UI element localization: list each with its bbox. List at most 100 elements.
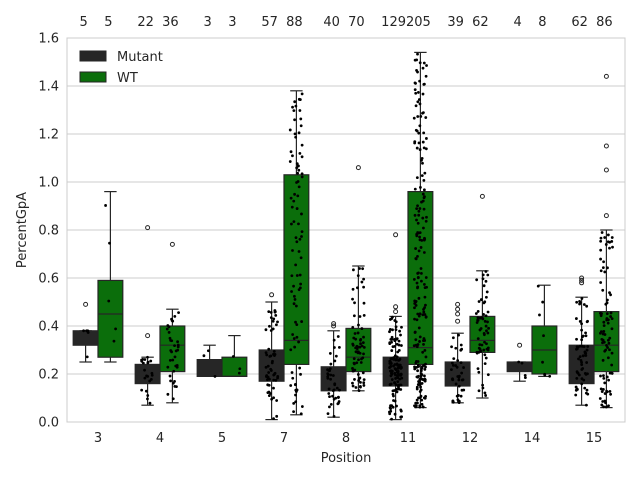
data-point-wt-7 — [291, 376, 295, 380]
data-point-wt-7 — [300, 212, 303, 216]
data-point-mutant-15 — [580, 344, 584, 348]
data-point-wt-11 — [423, 349, 427, 352]
data-point-wt-11 — [416, 272, 420, 275]
data-point-wt-11 — [422, 131, 426, 135]
data-point-wt-11 — [416, 285, 420, 289]
data-point-wt-11 — [425, 215, 428, 219]
flier-wt-15 — [603, 167, 609, 173]
data-point-wt-11 — [425, 64, 428, 67]
data-point-wt-7 — [290, 371, 294, 374]
data-point-wt-7 — [295, 162, 299, 166]
data-point-mutant-12 — [460, 371, 464, 375]
data-point-mutant-11 — [396, 366, 400, 370]
flier-mutant-14 — [517, 342, 523, 348]
legend-swatch-wt — [79, 71, 107, 83]
data-point-wt-11 — [419, 388, 423, 392]
data-point-wt-8 — [355, 347, 359, 351]
data-point-wt-7 — [295, 323, 299, 326]
data-point-mutant-11 — [399, 333, 402, 337]
data-point-wt-8 — [360, 280, 364, 284]
data-point-wt-11 — [423, 379, 427, 383]
data-point-mutant-8 — [336, 402, 340, 406]
data-point-mutant-11 — [399, 408, 403, 412]
data-point-wt-15 — [605, 375, 609, 379]
data-point-wt-8 — [362, 301, 366, 305]
data-point-wt-8 — [351, 297, 354, 301]
flier-mutant-11 — [393, 232, 399, 238]
data-point-mutant-8 — [327, 387, 331, 391]
data-point-mutant-11 — [391, 405, 395, 409]
data-point-wt-3 — [104, 204, 107, 207]
data-point-mutant-7 — [269, 316, 273, 320]
data-point-wt-12 — [479, 327, 483, 330]
data-point-wt-11 — [414, 401, 418, 405]
data-point-mutant-14 — [520, 361, 524, 365]
data-point-wt-8 — [356, 373, 360, 376]
data-point-wt-15 — [609, 392, 612, 396]
data-point-mutant-11 — [400, 325, 403, 329]
data-point-wt-11 — [413, 367, 417, 371]
data-point-mutant-8 — [332, 388, 336, 392]
data-point-wt-15 — [602, 324, 606, 328]
data-point-wt-14 — [548, 374, 552, 378]
data-point-wt-7 — [289, 150, 293, 154]
data-point-wt-12 — [483, 362, 487, 366]
data-point-wt-15 — [604, 405, 608, 409]
data-point-wt-8 — [359, 381, 362, 384]
data-point-wt-12 — [475, 351, 479, 355]
data-point-mutant-11 — [395, 370, 399, 374]
data-point-mutant-8 — [331, 394, 334, 398]
data-point-wt-15 — [604, 243, 608, 246]
data-point-wt-7 — [291, 249, 294, 252]
data-point-wt-8 — [353, 301, 356, 305]
data-point-mutant-11 — [392, 394, 395, 398]
data-point-mutant-12 — [456, 359, 460, 362]
data-point-wt-12 — [477, 300, 481, 303]
count-label-wt-8: 70 — [348, 15, 365, 30]
data-point-wt-11 — [415, 176, 419, 180]
data-point-mutant-11 — [388, 412, 392, 416]
data-point-mutant-4 — [146, 397, 149, 401]
data-point-wt-7 — [298, 366, 302, 370]
data-point-wt-4 — [173, 344, 176, 348]
data-point-wt-8 — [362, 345, 366, 349]
count-label-mutant-7: 57 — [261, 15, 278, 30]
count-label-wt-11: 205 — [406, 15, 431, 30]
data-point-mutant-7 — [275, 323, 278, 327]
data-point-mutant-7 — [266, 375, 270, 379]
data-point-mutant-15 — [580, 322, 583, 326]
data-point-wt-8 — [362, 313, 366, 317]
data-point-wt-11 — [421, 313, 425, 317]
data-point-wt-7 — [299, 372, 302, 376]
data-point-wt-7 — [292, 402, 296, 405]
data-point-wt-15 — [608, 348, 611, 352]
data-point-mutant-8 — [336, 396, 340, 399]
data-point-mutant-11 — [399, 372, 403, 376]
data-point-wt-11 — [417, 98, 421, 101]
data-point-mutant-15 — [581, 354, 585, 358]
data-point-wt-12 — [484, 394, 488, 397]
data-point-wt-8 — [352, 314, 356, 318]
data-point-mutant-15 — [585, 304, 589, 308]
data-point-wt-12 — [482, 313, 485, 316]
data-point-wt-3 — [107, 299, 111, 303]
data-point-mutant-12 — [454, 364, 458, 367]
data-point-wt-12 — [486, 346, 490, 350]
data-point-wt-3 — [114, 327, 117, 331]
data-point-mutant-11 — [397, 358, 400, 362]
data-point-wt-11 — [419, 115, 423, 118]
data-point-wt-11 — [417, 213, 421, 217]
count-label-wt-15: 86 — [596, 15, 613, 30]
data-point-wt-12 — [485, 329, 488, 333]
data-point-wt-7 — [296, 164, 300, 168]
data-point-wt-15 — [599, 374, 602, 378]
data-point-mutant-11 — [388, 330, 391, 334]
data-point-wt-7 — [292, 284, 295, 288]
data-point-mutant-7 — [268, 324, 271, 328]
data-point-wt-12 — [480, 316, 484, 320]
data-point-wt-4 — [175, 365, 179, 369]
data-point-wt-7 — [294, 390, 298, 393]
count-label-wt-5: 3 — [228, 15, 236, 30]
data-point-wt-11 — [418, 235, 421, 239]
data-point-wt-15 — [606, 321, 610, 325]
